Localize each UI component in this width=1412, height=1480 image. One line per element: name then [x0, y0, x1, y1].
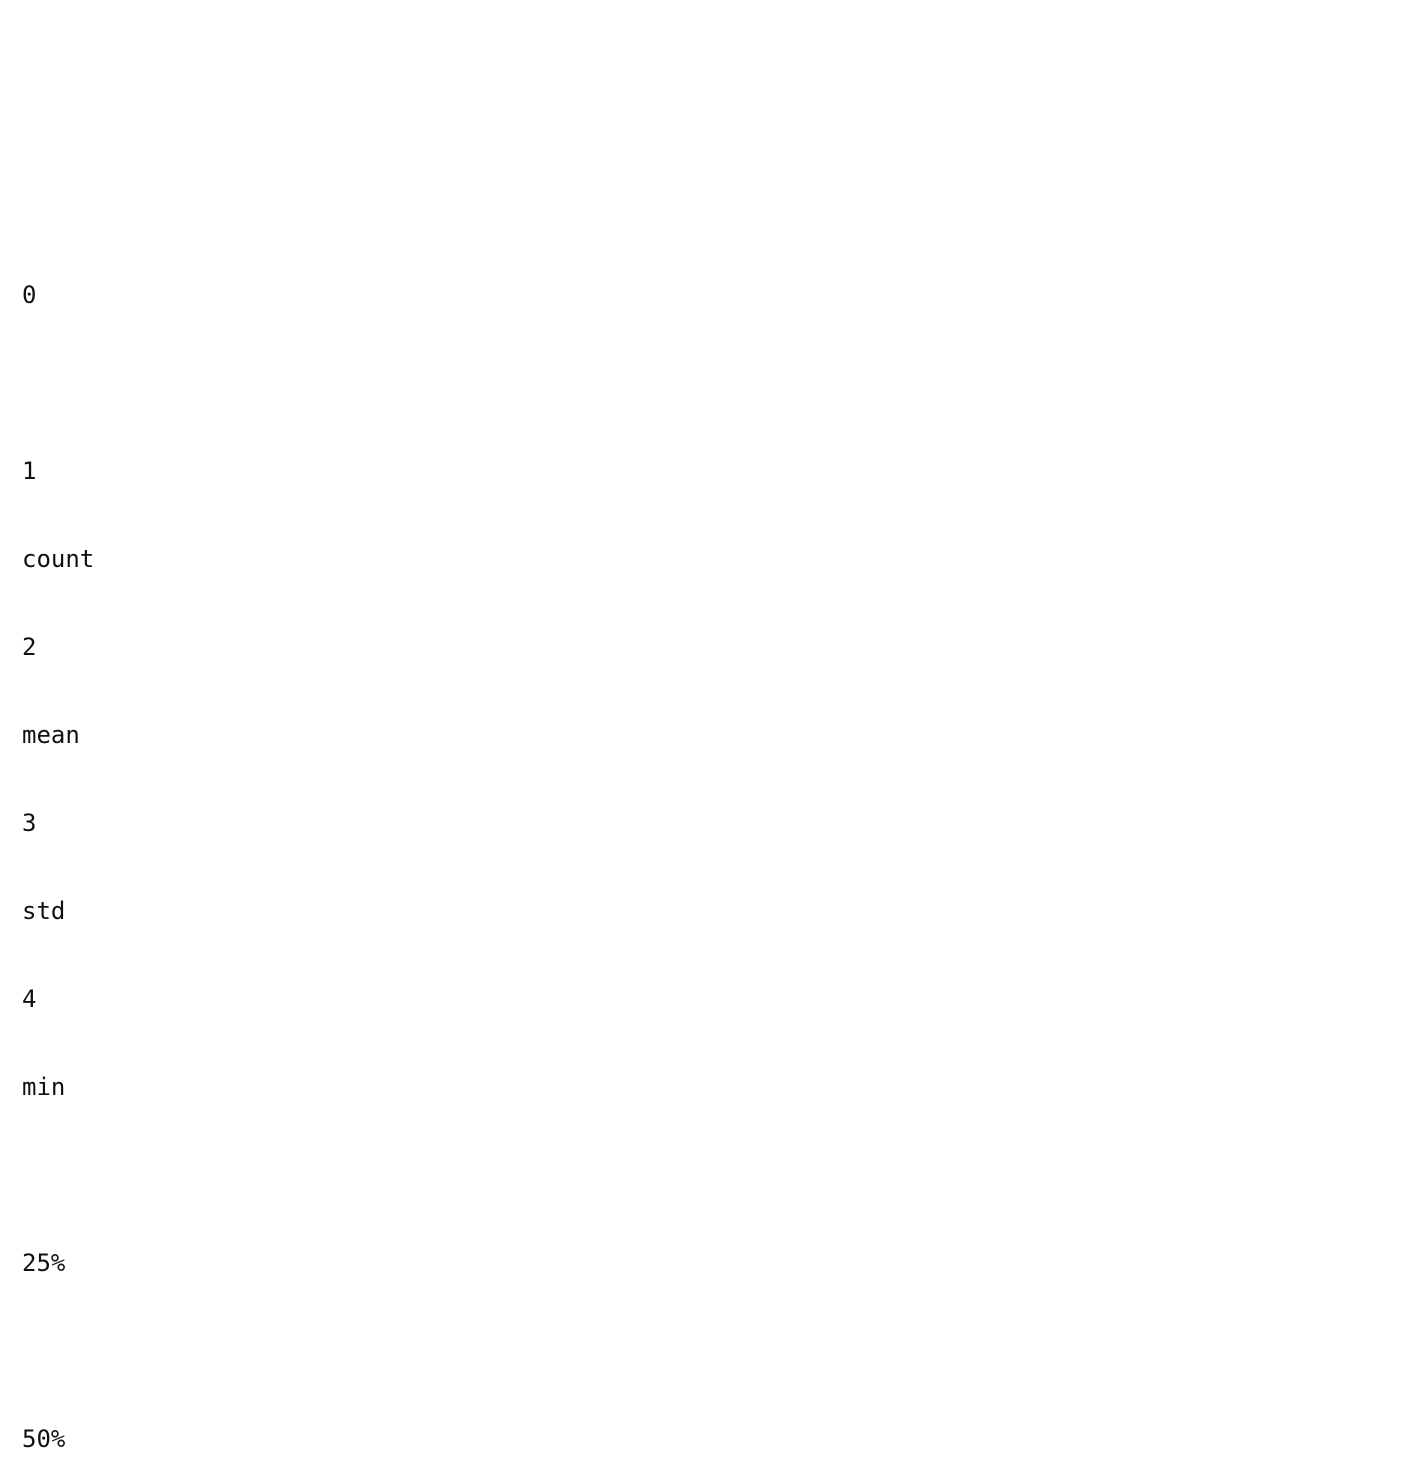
table-row: count 150.000000 150.000000 150.000000 1…: [0, 537, 94, 581]
table-row: 1 4.9 3.0 1.4 0.2: [0, 449, 87, 493]
row-index: 25%: [22, 1249, 66, 1277]
row-index: mean: [22, 721, 80, 749]
row-index: 1: [22, 457, 37, 485]
table-row: 2 4.7 3.2 1.3 0.2: [0, 625, 87, 669]
table-row: std 0.828066 0.435866 1.765298 0.762238: [0, 889, 87, 933]
row-index: 50%: [22, 1425, 66, 1453]
row-index: 2: [22, 633, 37, 661]
table-row: min 4.300000 2.000000 1.000000 0.100000: [0, 1065, 87, 1109]
row-index: std: [22, 897, 66, 925]
row-index: min: [22, 1073, 66, 1101]
table-row: mean 5.843333 3.057333 3.758000 1.199333: [0, 713, 87, 757]
table-header-row: sepal length (cm) sepal width (cm) petal…: [0, 97, 87, 141]
dataframe-describe-table: sepal length (cm) sepal width (cm) petal…: [0, 273, 94, 1480]
row-index: count: [22, 545, 95, 573]
table-header-row: sepal length (cm) sepal width (cm) petal…: [0, 361, 87, 405]
table-row: 50% 5.800000 3.000000 4.350000 1.300000: [0, 1417, 87, 1461]
table-row: 25% 5.100000 2.800000 1.600000 0.300000: [0, 1241, 87, 1285]
row-index: 0: [22, 281, 37, 309]
table-row: 0 5.1 3.5 1.4 0.2: [0, 273, 87, 317]
clipped-previous-output: [0, 0, 1412, 4]
